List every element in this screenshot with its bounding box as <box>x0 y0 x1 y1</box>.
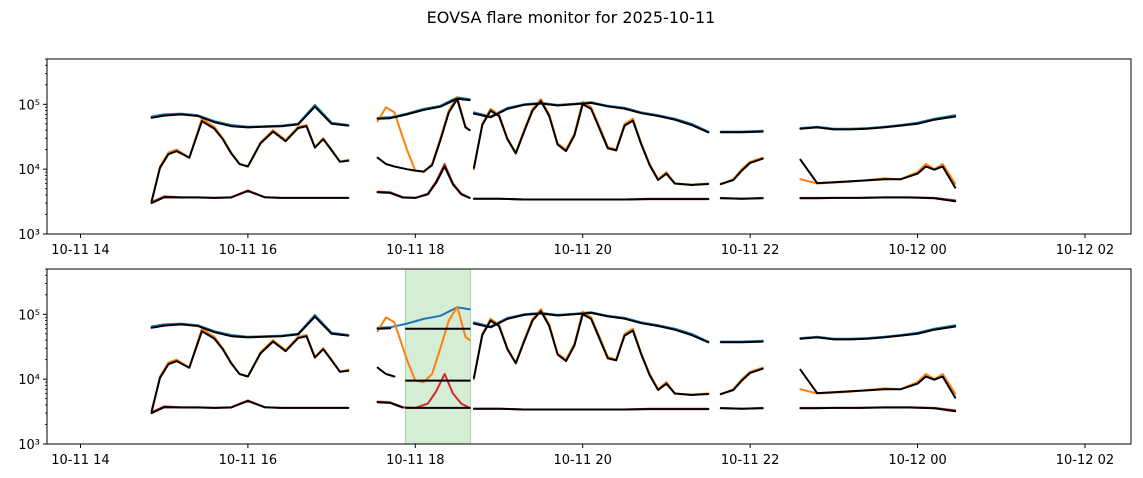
fit-blue-line <box>799 115 957 131</box>
x-tick-label: 10-11 18 <box>386 453 444 468</box>
axes-frame <box>46 268 1132 445</box>
fit-red-line <box>799 406 957 413</box>
y-tick-label: 10³ <box>18 228 40 243</box>
axes-frame <box>46 58 1132 235</box>
x-tick-label: 10-12 00 <box>888 453 946 468</box>
fit-orange-line <box>376 98 471 173</box>
fit-orange-line <box>150 330 350 413</box>
fit-blue-line <box>799 325 957 341</box>
bottom-panel: 10-11 14 10-11 16 10-11 18 10-11 20 10-11 22… <box>18 268 1132 468</box>
fit-orange-line <box>472 310 710 396</box>
x-tick-label: 10-12 02 <box>1056 243 1114 258</box>
fit-blue-line <box>472 101 710 134</box>
y-tick-label: 10⁴ <box>18 373 40 388</box>
plot-area <box>150 95 957 205</box>
fit-orange-line <box>472 100 710 186</box>
top-panel: 10-11 14 10-11 16 10-11 18 10-11 20 10-11 22… <box>18 58 1132 258</box>
fit-red-line <box>799 196 957 203</box>
fit-orange-line <box>150 120 350 203</box>
fit-orange-line <box>376 366 396 378</box>
figure-title: EOVSA flare monitor for 2025-10-11 <box>427 8 716 27</box>
y-tick-label: 10⁵ <box>18 308 40 323</box>
fit-orange-line <box>719 367 764 395</box>
fit-blue-line <box>376 327 392 330</box>
fit-red-line <box>472 197 710 201</box>
x-tick-label: 10-11 16 <box>219 243 277 258</box>
y-tick-label: 10⁴ <box>18 163 40 178</box>
fit-orange-line <box>719 157 764 185</box>
x-tick-label: 10-11 20 <box>553 453 611 468</box>
x-tick-label: 10-12 00 <box>888 243 946 258</box>
fit-red-line <box>376 401 404 409</box>
fit-orange-line <box>799 368 957 399</box>
fit-blue-line <box>719 340 764 344</box>
x-tick-label: 10-11 22 <box>721 243 779 258</box>
x-tick-label: 10-11 14 <box>51 243 109 258</box>
x-tick-label: 10-11 20 <box>553 243 611 258</box>
fit-red-line <box>376 165 471 199</box>
x-tick-label: 10-11 18 <box>386 243 444 258</box>
x-tick-label: 10-12 02 <box>1056 453 1114 468</box>
x-tick-label: 10-11 16 <box>219 453 277 468</box>
y-tick-label: 10⁵ <box>18 98 40 113</box>
plot-area <box>150 305 957 415</box>
y-tick-label: 10³ <box>18 438 40 453</box>
fit-orange-line <box>799 158 957 189</box>
fit-blue-line <box>472 311 710 344</box>
fit-red-line <box>472 407 710 411</box>
x-tick-label: 10-11 22 <box>721 453 779 468</box>
x-tick-label: 10-11 14 <box>51 453 109 468</box>
fit-blue-line <box>150 105 350 129</box>
fit-blue-line <box>150 315 350 339</box>
fit-blue-line <box>719 130 764 134</box>
series-orange-line <box>376 305 471 384</box>
fit-red-line <box>150 400 350 415</box>
fit-red-line <box>150 190 350 205</box>
